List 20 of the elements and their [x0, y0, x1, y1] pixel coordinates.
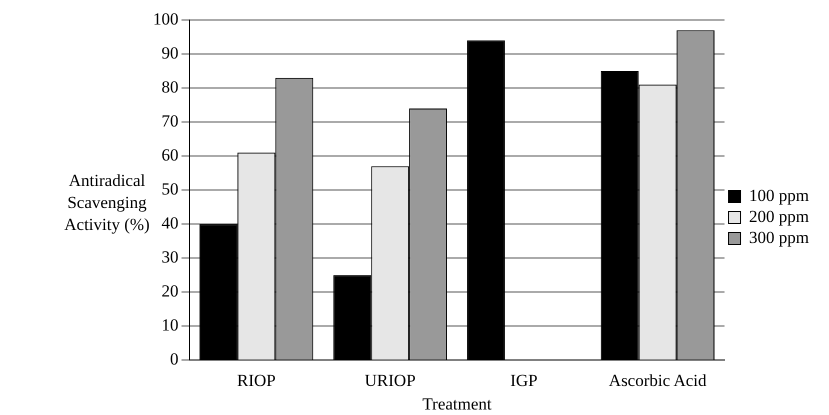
legend-label: 300 ppm — [749, 228, 810, 247]
y-tick-label: 0 — [170, 350, 178, 369]
x-tick-label: URIOP — [364, 370, 416, 390]
y-tick-label: 10 — [162, 316, 178, 335]
y-tick-label: 70 — [162, 112, 178, 131]
y-tick-label: 100 — [153, 9, 178, 28]
y-tick-label: 60 — [162, 146, 178, 165]
y-axis-title: Antiradical Scavenging Activity (%) — [63, 170, 151, 236]
y-tick-label: 90 — [162, 43, 178, 62]
x-tick-label: RIOP — [237, 370, 276, 390]
x-tick-label: IGP — [510, 370, 538, 390]
x-tick-label: Ascorbic Acid — [608, 370, 708, 390]
y-tick-label: 50 — [162, 180, 178, 199]
y-tick-label: 80 — [162, 78, 178, 97]
y-tick-label: 30 — [162, 248, 178, 267]
y-tick-label: 40 — [162, 214, 178, 233]
x-axis-title: Treatment — [422, 394, 492, 414]
legend-label: 100 ppm — [749, 186, 810, 205]
y-tick-label: 20 — [162, 282, 178, 301]
legend-label: 200 ppm — [749, 206, 810, 226]
